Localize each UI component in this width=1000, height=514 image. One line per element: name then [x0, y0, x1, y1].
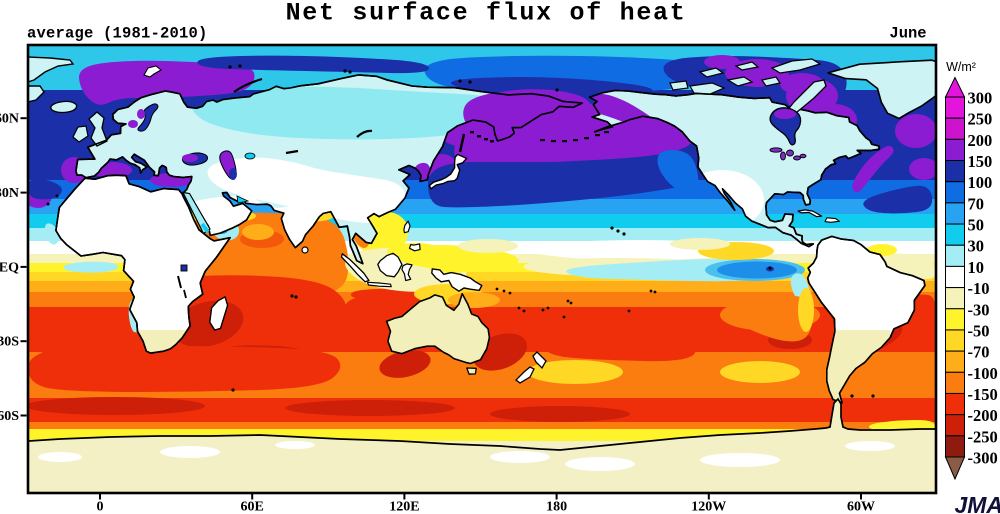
svg-text:30N: 30N	[0, 186, 19, 201]
svg-text:JMA: JMA	[954, 492, 1000, 514]
svg-text:-70: -70	[968, 343, 990, 362]
svg-text:30: 30	[968, 237, 985, 256]
svg-text:250: 250	[968, 110, 993, 129]
svg-text:200: 200	[968, 131, 993, 150]
svg-text:60N: 60N	[0, 112, 19, 127]
svg-text:10: 10	[968, 258, 985, 277]
svg-text:average (1981-2010): average (1981-2010)	[27, 25, 208, 43]
svg-text:0: 0	[97, 500, 104, 514]
svg-text:-10: -10	[968, 279, 990, 298]
svg-text:-50: -50	[968, 321, 990, 340]
svg-text:-300: -300	[968, 449, 998, 468]
svg-text:-200: -200	[968, 406, 998, 425]
svg-text:60W: 60W	[847, 500, 875, 514]
svg-text:June: June	[889, 25, 926, 43]
svg-text:60S: 60S	[0, 409, 19, 424]
svg-text:120E: 120E	[389, 500, 419, 514]
svg-text:-30: -30	[968, 300, 990, 319]
svg-text:60E: 60E	[241, 500, 264, 514]
svg-text:EQ: EQ	[0, 260, 19, 275]
svg-text:300: 300	[968, 89, 993, 108]
svg-text:-250: -250	[968, 427, 998, 446]
svg-text:150: 150	[968, 152, 993, 171]
svg-text:180: 180	[546, 500, 567, 514]
svg-text:Net surface flux of heat: Net surface flux of heat	[286, 0, 687, 28]
svg-text:W/m²: W/m²	[946, 60, 976, 74]
svg-text:100: 100	[968, 173, 993, 192]
svg-text:70: 70	[968, 194, 985, 213]
svg-text:-150: -150	[968, 385, 998, 404]
svg-text:120W: 120W	[691, 500, 726, 514]
svg-text:30S: 30S	[0, 335, 19, 350]
svg-text:-100: -100	[968, 364, 998, 383]
svg-text:50: 50	[968, 216, 985, 235]
